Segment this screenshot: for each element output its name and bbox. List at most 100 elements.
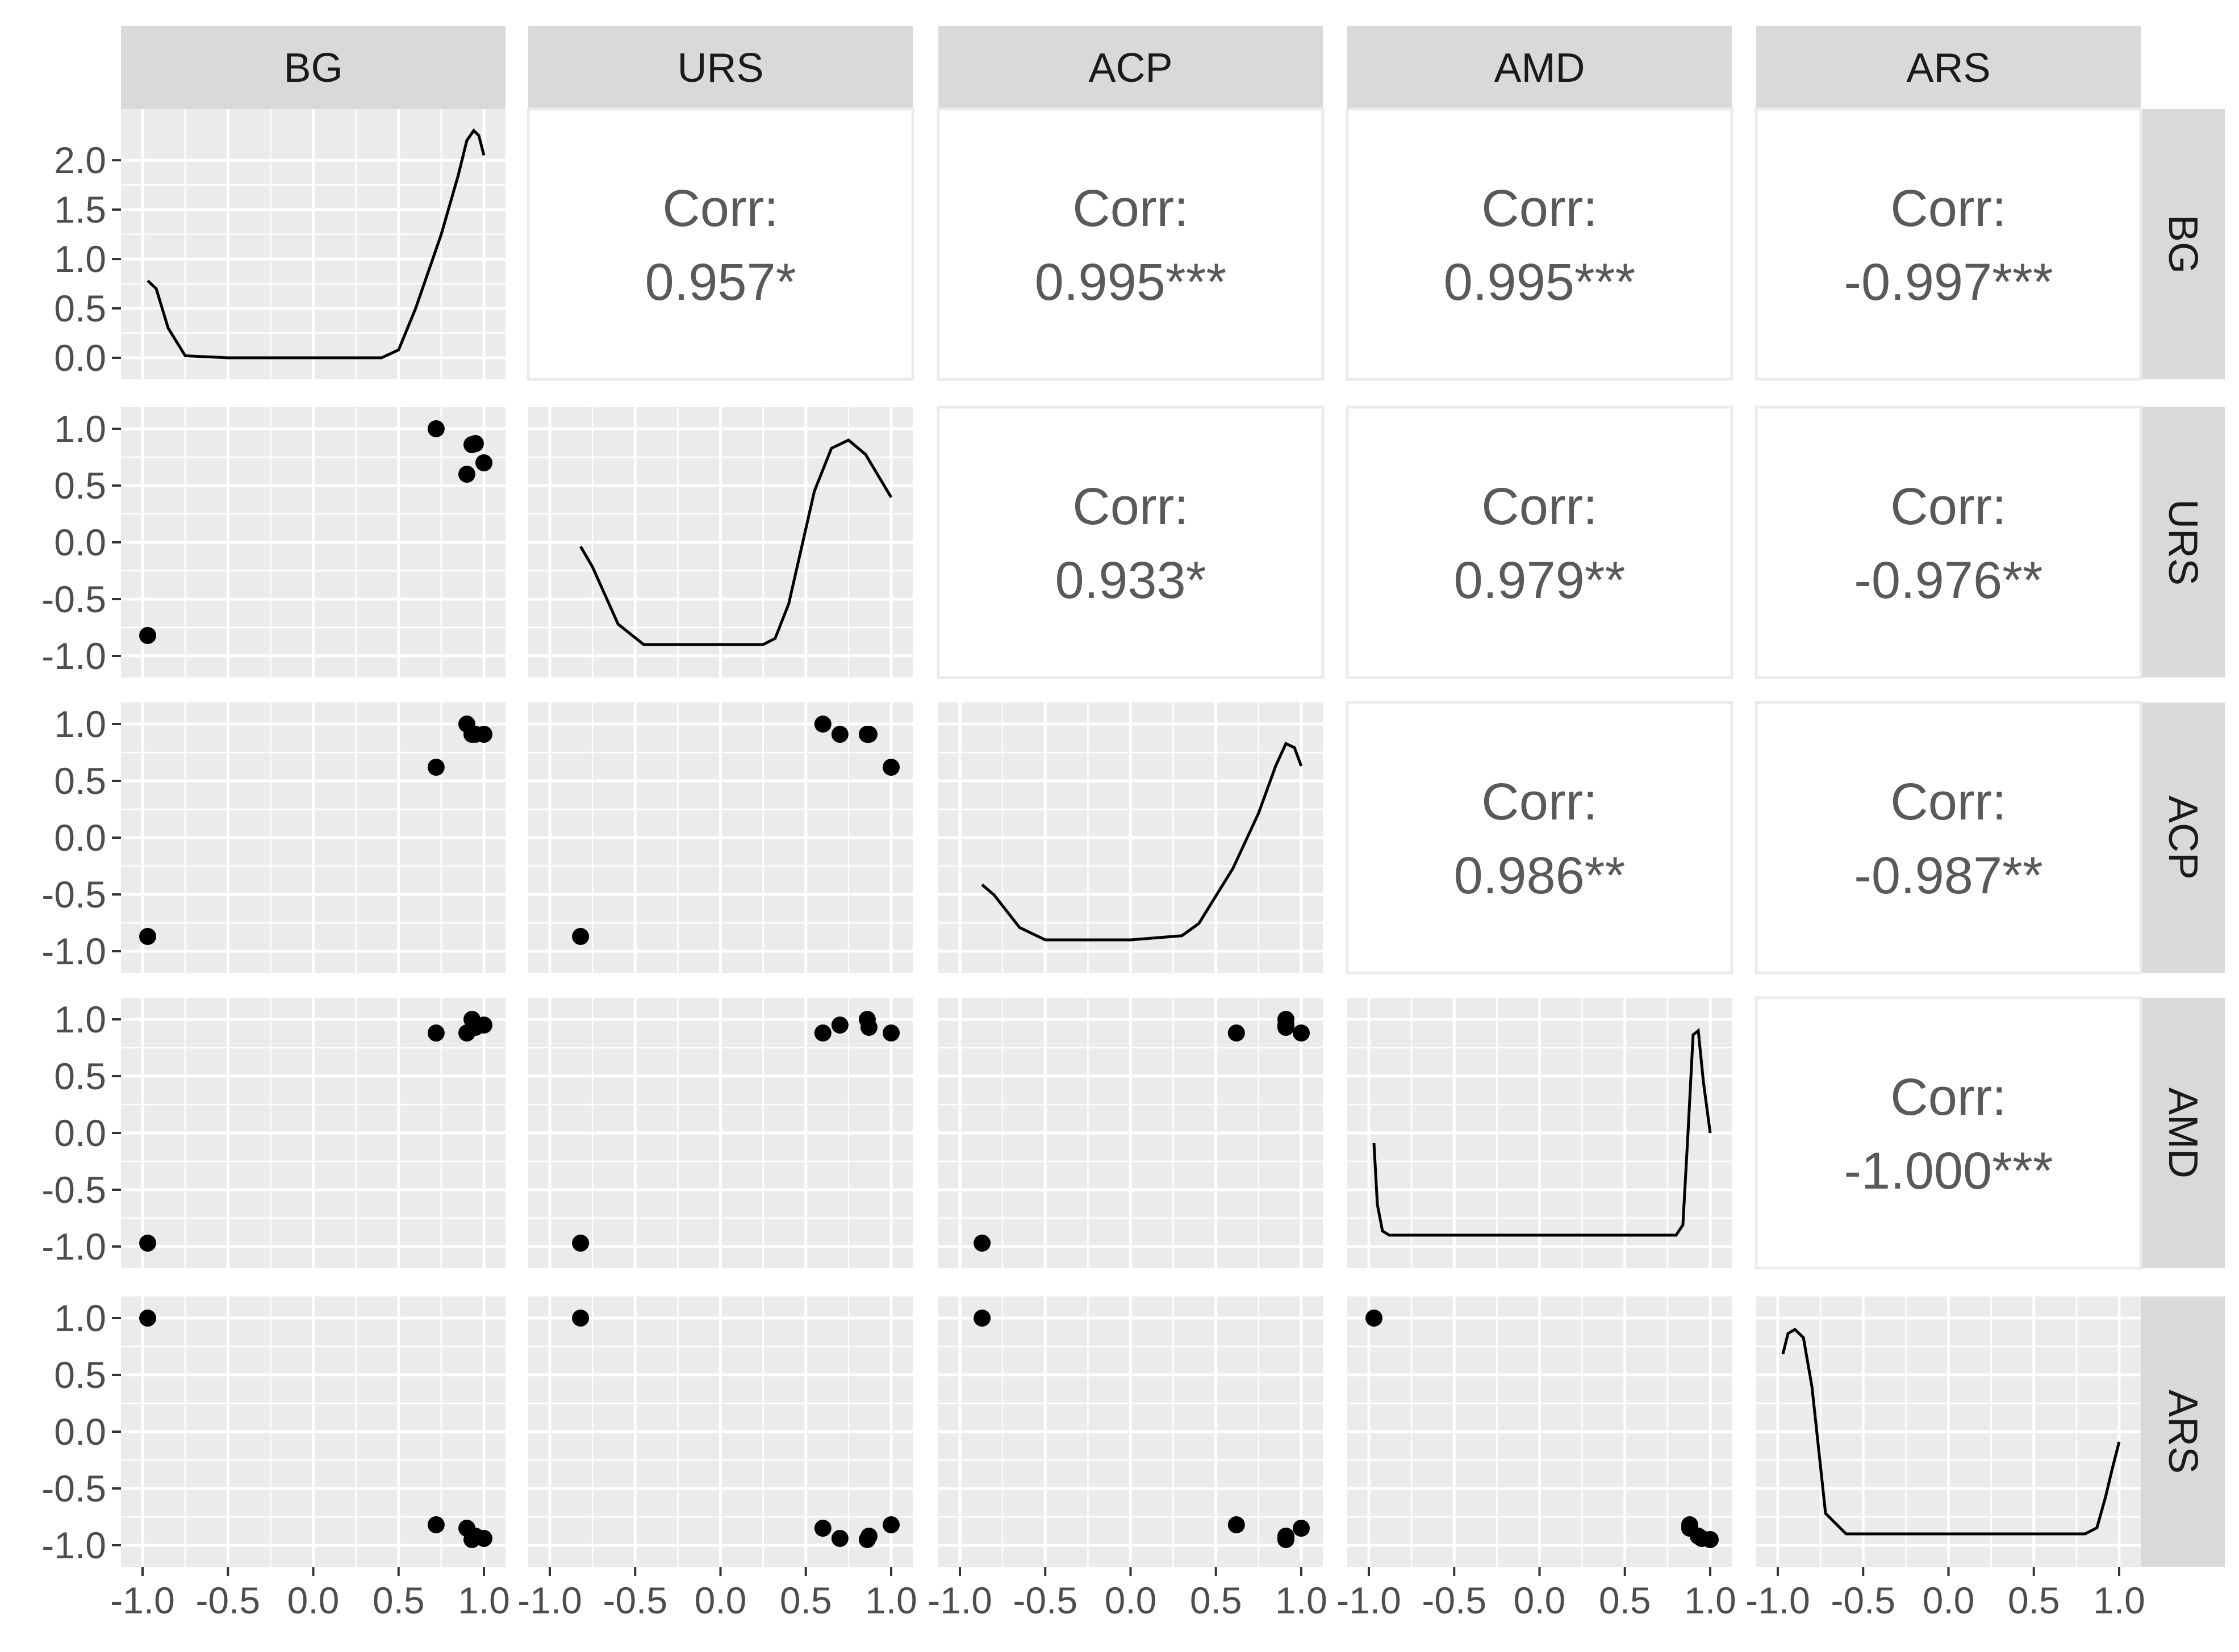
data-point: [1227, 1516, 1245, 1533]
data-point: [974, 1310, 991, 1327]
column-strip: [1756, 26, 2141, 109]
row-strip: [2141, 1296, 2225, 1567]
data-point: [475, 726, 492, 743]
column-strip-label: AMD: [1494, 45, 1585, 91]
column-strip: [528, 26, 913, 109]
y-tick-label: 0.0: [54, 1411, 106, 1453]
panel-ACP-AMD: Corr: 0.986**: [1346, 701, 1733, 975]
correlation-value: 0.986**: [1454, 847, 1626, 905]
panel-BG-ARS: Corr: -0.997***: [1755, 107, 2142, 381]
x-tick-label: 0.0: [1105, 1579, 1157, 1621]
y-tick-label: 0.0: [54, 337, 106, 379]
data-point: [1693, 1530, 1710, 1547]
data-point: [475, 1017, 492, 1034]
data-point: [572, 928, 590, 945]
y-tick-label: 0.0: [54, 1112, 106, 1154]
data-point: [883, 759, 900, 776]
density-curve: [1781, 1327, 2121, 1536]
x-tick-label: -0.5: [603, 1579, 667, 1621]
data-point: [458, 466, 475, 483]
panel-URS-URS: [528, 407, 913, 677]
data-point: [883, 1024, 900, 1042]
x-tick-label: 1.0: [1275, 1579, 1327, 1621]
correlation-value: 0.979**: [1454, 551, 1626, 609]
column-strip-label: URS: [677, 45, 763, 91]
y-tick-label: 0.5: [54, 287, 106, 329]
correlation-label: Corr:: [1481, 478, 1597, 536]
data-point: [1293, 1024, 1310, 1042]
correlation-panel: [1346, 701, 1733, 975]
correlation-panel: [1755, 405, 2142, 679]
panel-URS-ARS: Corr: -0.976**: [1755, 405, 2142, 679]
y-tick-label: 2.0: [54, 139, 106, 181]
panel-ARS-AMD: [1347, 1296, 1732, 1567]
y-tick-label: -0.5: [41, 578, 106, 620]
density-curve: [147, 128, 486, 359]
data-point: [1227, 1024, 1245, 1042]
panel-ACP-ARS: Corr: -0.987**: [1755, 701, 2142, 975]
panel-ACP-BG: [121, 702, 506, 973]
x-tick-label: 1.0: [2093, 1579, 2145, 1621]
data-point: [831, 1017, 849, 1034]
x-tick-label: -0.5: [195, 1579, 260, 1621]
data-point: [831, 1530, 849, 1547]
panel-BG-AMD: Corr: 0.995***: [1346, 107, 1733, 381]
y-tick-label: 0.5: [54, 1354, 106, 1396]
panel-ACP-ACP: [938, 702, 1323, 973]
correlation-value: 0.995***: [1444, 253, 1636, 311]
correlation-panel: [1346, 405, 1733, 679]
x-tick-label: 1.0: [865, 1579, 917, 1621]
x-tick-label: 0.0: [287, 1579, 340, 1621]
y-tick-label: 0.5: [54, 465, 106, 507]
correlation-panel: [1755, 701, 2142, 975]
y-tick-label: -1.0: [41, 635, 106, 677]
data-point: [1365, 1310, 1383, 1327]
data-point: [139, 1310, 157, 1327]
panel-URS-BG: [121, 407, 506, 677]
correlation-label: Corr:: [662, 179, 778, 237]
data-point: [1277, 1017, 1294, 1034]
panel-URS-AMD: Corr: 0.979**: [1346, 405, 1733, 679]
data-point: [883, 1516, 900, 1533]
correlation-value: -1.000***: [1844, 1142, 2053, 1200]
x-tick-label: 0.0: [695, 1579, 747, 1621]
x-tick-label: 0.5: [1599, 1579, 1651, 1621]
x-tick-label: 0.5: [2008, 1579, 2060, 1621]
row-strip: [2141, 109, 2225, 379]
correlation-panel: [1346, 107, 1733, 381]
column-strip: [1347, 26, 1732, 109]
panel-ARS-ARS: [1756, 1296, 2141, 1567]
correlation-label: Corr:: [1072, 179, 1188, 237]
panel-AMD-AMD: [1347, 998, 1732, 1268]
panel-ARS-BG: [121, 1296, 506, 1567]
row-strip-label: URS: [2160, 499, 2205, 585]
data-point: [814, 1024, 832, 1042]
x-tick-label: -1.0: [928, 1579, 992, 1621]
panel-AMD-BG: [121, 998, 506, 1268]
data-point: [860, 1528, 878, 1545]
panel-ACP-URS: [528, 702, 913, 973]
data-point: [139, 1235, 157, 1252]
correlation-panel: [937, 405, 1325, 679]
y-tick-label: 1.0: [54, 1297, 106, 1339]
y-tick-label: -0.5: [41, 873, 106, 915]
x-tick-label: -1.0: [1745, 1579, 1810, 1621]
y-tick-label: 1.0: [54, 238, 106, 280]
correlation-value: 0.995***: [1035, 253, 1227, 311]
correlation-value: -0.987**: [1854, 847, 2042, 905]
x-tick-label: 1.0: [458, 1579, 510, 1621]
data-point: [139, 627, 157, 644]
panel-URS-ACP: Corr: 0.933*: [937, 405, 1325, 679]
data-point: [860, 726, 878, 743]
panel-BG-URS: Corr: 0.957*: [527, 107, 914, 381]
row-strip-label: AMD: [2160, 1088, 2205, 1178]
data-point: [814, 716, 832, 733]
y-tick-label: -1.0: [41, 1226, 106, 1268]
data-point: [139, 928, 157, 945]
data-point: [475, 1530, 492, 1547]
density-curve: [1372, 1028, 1712, 1237]
column-strip-label: ARS: [1906, 45, 1990, 91]
data-point: [427, 1024, 445, 1042]
data-point: [572, 1235, 590, 1252]
data-point: [1293, 1520, 1310, 1537]
